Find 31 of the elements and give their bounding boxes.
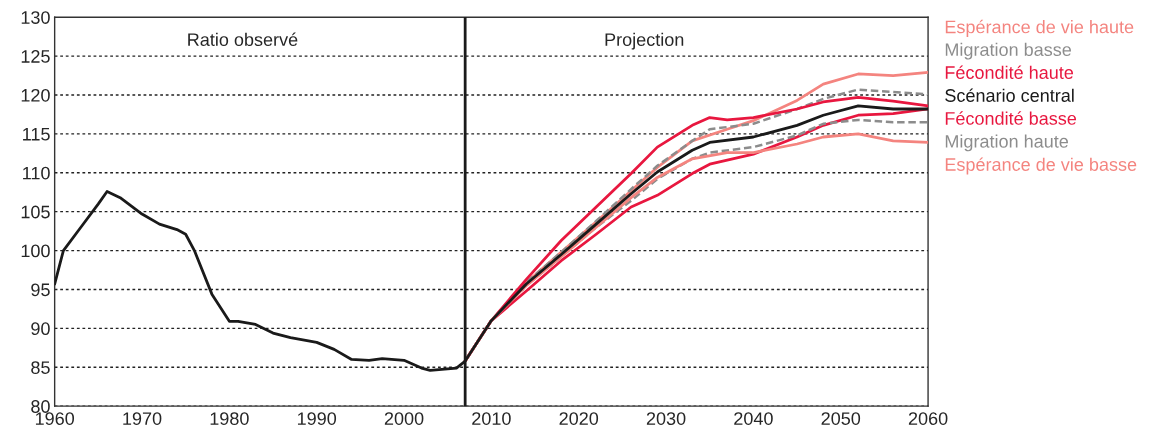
text: Espérance de vie haute <box>945 19 1134 37</box>
x-tick-label: 1960 <box>35 412 75 425</box>
annotation: Ratio observé <box>188 32 298 47</box>
x-tick-label: 2000 <box>384 412 424 425</box>
series-label: Scénario central <box>945 88 1074 102</box>
y-tick-label: 120 <box>21 88 50 102</box>
y-tick-label: 115 <box>23 128 50 141</box>
annotation: Projection <box>605 32 684 50</box>
y-tick-label: 95 <box>31 283 50 297</box>
y-tick-label: 130 <box>21 11 50 24</box>
x-tick-label: 1990 <box>297 412 337 425</box>
y-tick-label: 125 <box>21 50 50 63</box>
series-label: Fécondité basse <box>945 111 1077 125</box>
x-tick-label: 2040 <box>734 412 773 425</box>
y-tick-label: 90 <box>31 322 50 336</box>
x-tick-label: 2010 <box>472 412 511 425</box>
series-label: Espérance de vie basse <box>945 157 1137 175</box>
x-tick-label: 1980 <box>210 412 249 425</box>
x-tick-label: 2020 <box>559 412 599 425</box>
x-tick-label: 2030 <box>646 412 686 425</box>
series-label: Fécondité haute <box>945 65 1074 79</box>
series-label: Migration haute <box>945 134 1069 152</box>
y-tick-label: 80 <box>31 400 50 413</box>
x-tick-label: 2060 <box>908 412 948 425</box>
y-tick-label: 100 <box>21 244 50 258</box>
x-tick-label: 2050 <box>821 412 861 425</box>
y-tick-label: 85 <box>31 361 50 374</box>
y-tick-label: 110 <box>23 166 50 180</box>
text: Migration basse <box>945 42 1072 60</box>
x-tick-label: 1970 <box>123 412 162 425</box>
y-tick-label: 105 <box>21 205 50 219</box>
